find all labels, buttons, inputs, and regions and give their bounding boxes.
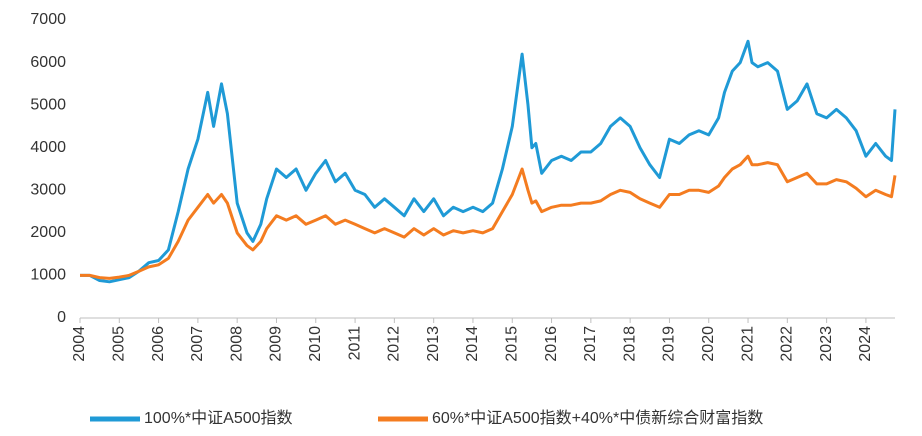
x-tick-label: 2024	[857, 326, 874, 362]
legend-label: 100%*中证A500指数	[144, 409, 293, 427]
x-tick-label: 2004	[71, 326, 88, 362]
series-line	[80, 154, 897, 280]
x-tick-label: 2015	[503, 326, 520, 362]
y-tick-label: 3000	[30, 182, 66, 199]
x-tick-label: 2022	[779, 326, 796, 362]
x-tick-label: 2013	[425, 326, 442, 362]
y-tick-label: 5000	[30, 96, 66, 113]
legend-label: 60%*中证A500指数+40%*中债新综合财富指数	[432, 409, 763, 427]
x-tick-label: 2018	[621, 326, 638, 362]
x-tick-label: 2020	[700, 326, 717, 362]
series-line	[80, 39, 897, 284]
x-tick-label: 2014	[464, 326, 481, 362]
x-tick-label: 2009	[268, 326, 285, 362]
x-tick-label: 2021	[739, 326, 756, 362]
x-tick-label: 2012	[386, 326, 403, 362]
x-tick-label: 2010	[307, 326, 324, 362]
x-tick-label: 2019	[661, 326, 678, 362]
y-tick-label: 7000	[30, 11, 66, 28]
x-tick-label: 2017	[582, 326, 599, 362]
x-tick-label: 2023	[818, 326, 835, 362]
x-tick-label: 2007	[189, 326, 206, 362]
y-tick-label: 2000	[30, 224, 66, 241]
x-tick-label: 2008	[228, 326, 245, 362]
x-tick-label: 2005	[111, 326, 128, 362]
x-tick-label: 2016	[543, 326, 560, 362]
x-tick-label: 2011	[346, 326, 363, 361]
y-tick-label: 0	[57, 309, 66, 326]
y-tick-label: 4000	[30, 139, 66, 156]
y-tick-label: 6000	[30, 54, 66, 71]
x-tick-label: 2006	[150, 326, 167, 362]
y-tick-label: 1000	[30, 267, 66, 284]
